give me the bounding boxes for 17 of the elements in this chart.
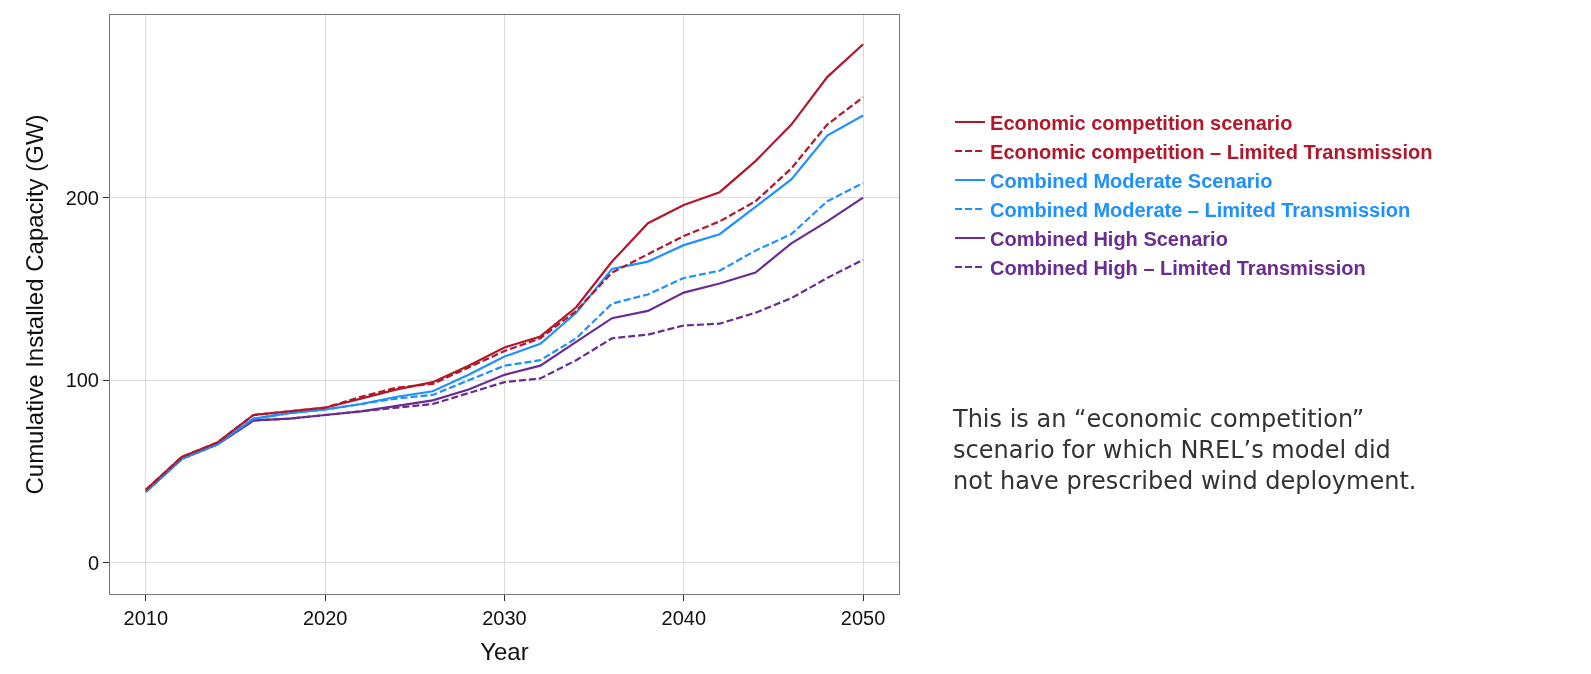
- y-tick-label: 100: [65, 369, 99, 392]
- y-axis-title: Cumulative Installed Capacity (GW): [20, 114, 48, 495]
- x-tick-label: 2010: [123, 607, 169, 629]
- text: This is an “economic competition” scenario for which NREL’s model did not have prescribed wind deployment.: [952, 405, 1417, 496]
- x-tick-label: 2050: [840, 607, 886, 629]
- y-tick-label: 0: [87, 551, 99, 574]
- legend-label: Economic competition – Limited Transmission: [990, 140, 1433, 163]
- legend-label: Combined High – Limited Transmission: [990, 256, 1366, 279]
- legend-label: Combined High Scenario: [990, 227, 1228, 250]
- legend-label: Combined Moderate Scenario: [990, 169, 1273, 192]
- y-tick-label: 200: [65, 186, 99, 209]
- x-tick-label: 2040: [661, 607, 707, 629]
- legend-label: Economic competition scenario: [990, 111, 1293, 134]
- x-axis-title: Year: [480, 638, 529, 666]
- legend-label: Combined Moderate – Limited Transmission: [990, 198, 1411, 221]
- x-tick-label: 2030: [482, 607, 527, 629]
- x-tick-label: 2020: [302, 607, 348, 629]
